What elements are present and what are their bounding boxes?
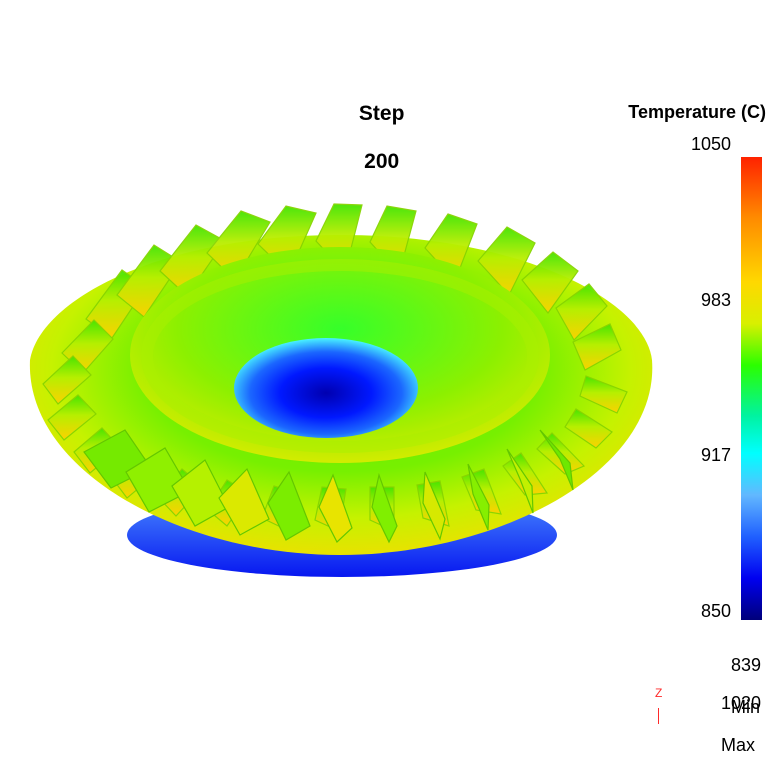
gear-model-render[interactable] xyxy=(0,0,775,726)
legend-max-value: 1020 xyxy=(720,693,761,713)
gear-front-teeth xyxy=(83,429,574,544)
legend-min-value: 839 xyxy=(730,655,761,675)
z-axis-label: Z xyxy=(655,686,663,700)
legend-tick-upper-mid: 983 xyxy=(700,290,731,310)
step-title-prefix: Step xyxy=(358,102,405,125)
legend-tick-bottom: 850 xyxy=(700,601,731,621)
gear-hole xyxy=(234,338,418,438)
legend-min-label: Min xyxy=(730,697,760,717)
gear-inner-band xyxy=(141,259,539,453)
legend-tick-lower-mid: 917 xyxy=(700,445,731,465)
simulation-viewport[interactable]: Step 200 Temperature (C) 1050 983 917 85… xyxy=(0,0,775,755)
step-title-value: 200 xyxy=(364,150,400,173)
gear-teeth xyxy=(42,203,628,532)
temperature-colorbar xyxy=(741,157,762,620)
legend-title: Temperature (C) xyxy=(628,102,766,122)
z-axis-indicator xyxy=(658,708,659,724)
legend-max-row: 1020 Max xyxy=(701,672,761,777)
step-title: Step 200 xyxy=(300,78,440,198)
legend-min-row: 839 Min xyxy=(711,634,761,739)
legend-tick-top: 1050 xyxy=(690,134,731,154)
legend-max-label: Max xyxy=(720,735,755,755)
